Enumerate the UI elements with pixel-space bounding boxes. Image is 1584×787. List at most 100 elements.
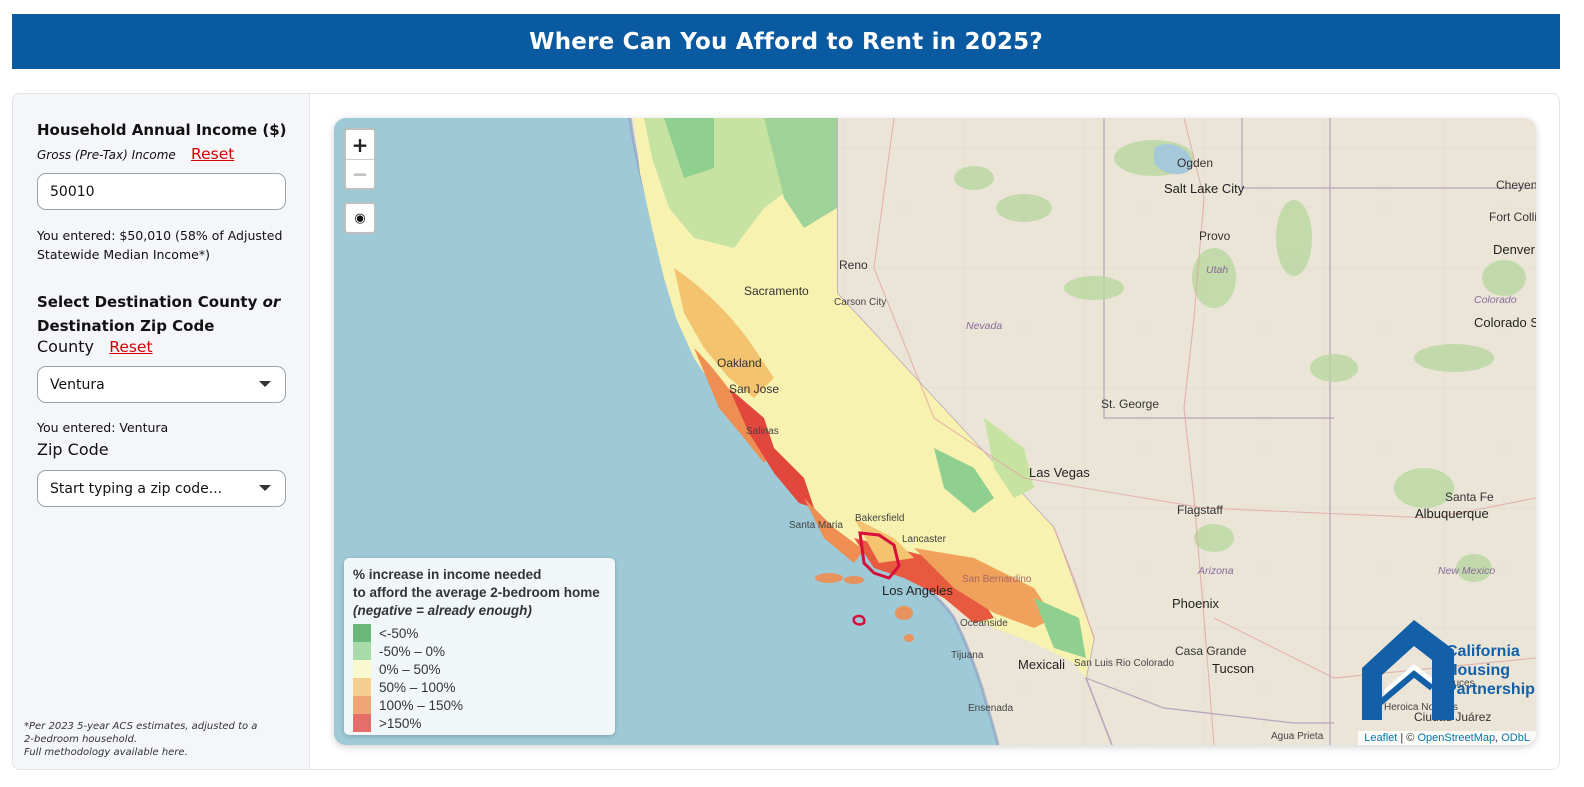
chevron-down-icon <box>259 485 271 491</box>
county-label: County <box>37 337 94 356</box>
map-label: Colorado Springs <box>1474 315 1536 330</box>
map-label: Nevada <box>966 320 1003 332</box>
income-label: Household Annual Income ($) <box>37 121 287 139</box>
legend-label: <-50% <box>379 625 419 641</box>
map-label: New Mexico <box>1438 565 1496 577</box>
map-label: Los Angeles <box>882 583 953 598</box>
legend-swatch <box>353 714 371 732</box>
legend-title-line3: (negative = already enough) <box>353 603 532 618</box>
map-label: Oakland <box>717 356 762 370</box>
map-legend: % increase in income needed to afford th… <box>344 558 615 735</box>
legend-label: >150% <box>379 715 422 731</box>
map-label: Cheyenne <box>1496 178 1536 192</box>
legend-title-line1: % increase in income needed <box>353 567 542 582</box>
legend-swatch <box>353 660 371 678</box>
county-feedback: You entered: Ventura <box>37 420 169 435</box>
map-label: Santa Fe <box>1445 490 1494 504</box>
destination-heading-or: or <box>262 293 281 311</box>
legend-item: -50% – 0% <box>353 642 606 660</box>
legend-swatch <box>353 642 371 660</box>
map-label: Colorado <box>1474 294 1517 306</box>
map-label: Carson City <box>834 297 887 308</box>
destination-heading: Select Destination County or Destination… <box>37 290 297 338</box>
map-label: Tucson <box>1212 661 1255 676</box>
income-feedback: You entered: $50,010 (58% of Adjusted St… <box>37 228 283 262</box>
map-label: Las Vegas <box>1029 465 1090 480</box>
map-label: Oceanside <box>960 618 1008 629</box>
zoom-out-button[interactable]: − <box>346 159 374 188</box>
zip-select[interactable]: Start typing a zip code... <box>37 470 286 507</box>
osm-link[interactable]: OpenStreetMap <box>1417 732 1496 744</box>
legend-label: 100% – 150% <box>379 697 464 713</box>
map-label: Ensenada <box>968 703 1014 714</box>
legend-item: 0% – 50% <box>353 660 606 678</box>
legend-swatch <box>353 696 371 714</box>
footnote-line: *Per 2023 5-year ACS estimates, adjusted… <box>24 721 258 732</box>
map-label: San Bernardino <box>962 574 1032 585</box>
map-label: Mexicali <box>1018 657 1065 672</box>
income-reset-link[interactable]: Reset <box>191 145 235 163</box>
map-label: Reno <box>839 258 868 272</box>
zoom-control: + − <box>344 128 376 190</box>
map-label: Lancaster <box>902 534 946 545</box>
legend-item: <-50% <box>353 624 606 642</box>
map-label: Utah <box>1206 264 1229 276</box>
county-select-value: Ventura <box>50 376 105 393</box>
legend-label: 50% – 100% <box>379 679 456 695</box>
income-input[interactable] <box>50 183 273 200</box>
methodology-link[interactable]: Full methodology available here. <box>24 747 188 758</box>
map-label: Arizona <box>1198 565 1234 577</box>
logo-line: Partnership <box>1446 681 1535 698</box>
map-container[interactable]: + − ◉ Ogden Salt Lake City Provo Utah Re… <box>334 118 1536 745</box>
leaflet-link[interactable]: Leaflet <box>1364 732 1398 744</box>
county-select[interactable]: Ventura <box>37 366 286 403</box>
house-logo-icon <box>1362 620 1454 720</box>
map-label: Santa Maria <box>789 520 843 531</box>
map-attribution: Leaflet | © OpenStreetMap, ODbL <box>1358 731 1536 745</box>
legend-item: 50% – 100% <box>353 678 606 696</box>
main-card: Household Annual Income ($) Gross (Pre-T… <box>12 93 1560 770</box>
map-label: Salinas <box>746 426 779 437</box>
map-label: Heroica Nogales <box>1384 702 1458 713</box>
map-label: St. George <box>1101 397 1160 411</box>
map-label: Albuquerque <box>1415 506 1489 521</box>
income-sublabel: Gross (Pre-Tax) Income <box>37 148 176 162</box>
globe-icon[interactable]: ◉ <box>344 202 376 234</box>
chp-logo: California Housing Partnership <box>1354 620 1535 725</box>
footnote-line: 2-bedroom household. <box>24 734 138 745</box>
map-label: Bakersfield <box>855 513 905 524</box>
destination-heading-part1: Select Destination County <box>37 293 263 311</box>
legend-title-line2: to afford the average 2-bedroom home <box>353 585 600 600</box>
map-label: Casa Grande <box>1175 644 1247 658</box>
logo-line: California <box>1446 643 1520 660</box>
map-label: Tijuana <box>951 650 984 661</box>
map-canvas[interactable] <box>334 118 1536 745</box>
map-label: Ogden <box>1177 156 1214 170</box>
legend-items: <-50% -50% – 0% 0% – 50% 50% – 100% 100% – 1… <box>353 624 606 732</box>
odbl-link[interactable]: ODbL <box>1501 732 1530 744</box>
map-label: Denver <box>1493 242 1535 257</box>
legend-swatch <box>353 678 371 696</box>
zip-label: Zip Code <box>37 440 109 459</box>
logo-text: California Housing Partnership <box>1446 642 1535 699</box>
page-title: Where Can You Afford to Rent in 2025? <box>529 28 1043 55</box>
destination-heading-part2: Destination Zip Code <box>37 317 215 335</box>
county-reset-link[interactable]: Reset <box>109 338 153 356</box>
sidebar: Household Annual Income ($) Gross (Pre-T… <box>13 94 310 769</box>
map-label: Phoenix <box>1172 596 1219 611</box>
map-label: Provo <box>1199 229 1231 243</box>
legend-label: 0% – 50% <box>379 661 441 677</box>
footnote: *Per 2023 5-year ACS estimates, adjusted… <box>24 720 257 759</box>
legend-item: >150% <box>353 714 606 732</box>
zip-select-placeholder: Start typing a zip code... <box>50 480 223 497</box>
map-label: Agua Prieta <box>1271 731 1324 742</box>
page-header: Where Can You Afford to Rent in 2025? <box>12 14 1560 69</box>
map-label: Salt Lake City <box>1164 181 1245 196</box>
income-sublabel-row: Gross (Pre-Tax) Income Reset <box>37 145 234 163</box>
county-label-row: County Reset <box>37 337 153 356</box>
legend-swatch <box>353 624 371 642</box>
zoom-in-button[interactable]: + <box>351 132 369 157</box>
chevron-down-icon <box>259 381 271 387</box>
map-label: Fort Collins <box>1489 210 1536 224</box>
income-field[interactable] <box>37 173 286 210</box>
